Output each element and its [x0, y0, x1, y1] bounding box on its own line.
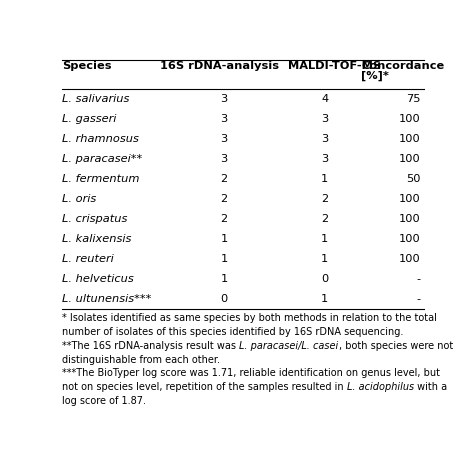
Text: 3: 3	[220, 154, 228, 164]
Text: 50: 50	[406, 174, 420, 184]
Text: 0: 0	[321, 274, 328, 284]
Text: 100: 100	[399, 154, 420, 164]
Text: L. paracasei**: L. paracasei**	[63, 154, 143, 164]
Text: 100: 100	[399, 134, 420, 144]
Text: 3: 3	[321, 134, 328, 144]
Text: 100: 100	[399, 114, 420, 124]
Text: 3: 3	[220, 94, 228, 104]
Text: **The 16S rDNA-analysis result was: **The 16S rDNA-analysis result was	[63, 341, 239, 351]
Text: 2: 2	[220, 214, 228, 224]
Text: L. ultunensis***: L. ultunensis***	[63, 294, 152, 304]
Text: L. acidophilus: L. acidophilus	[347, 382, 414, 392]
Text: Concordance: Concordance	[362, 61, 445, 71]
Text: , both species were not: , both species were not	[339, 341, 453, 351]
Text: L. salivarius: L. salivarius	[63, 94, 130, 104]
Text: 3: 3	[321, 114, 328, 124]
Text: 2: 2	[321, 214, 328, 224]
Text: 1: 1	[220, 254, 228, 264]
Text: 75: 75	[406, 94, 420, 104]
Text: distinguishable from each other.: distinguishable from each other.	[63, 354, 220, 365]
Text: MALDI-TOF-MS: MALDI-TOF-MS	[288, 61, 381, 71]
Text: L. rhamnosus: L. rhamnosus	[63, 134, 139, 144]
Text: L. oris: L. oris	[63, 194, 97, 204]
Text: 2: 2	[220, 174, 228, 184]
Text: 3: 3	[220, 114, 228, 124]
Text: 2: 2	[321, 194, 328, 204]
Text: log score of 1.87.: log score of 1.87.	[63, 396, 146, 406]
Text: -: -	[416, 294, 420, 304]
Text: 1: 1	[321, 174, 328, 184]
Text: [%]*: [%]*	[362, 70, 389, 81]
Text: 100: 100	[399, 254, 420, 264]
Text: L. gasseri: L. gasseri	[63, 114, 117, 124]
Text: 1: 1	[220, 234, 228, 244]
Text: 1: 1	[321, 234, 328, 244]
Text: * Isolates identified as same species by both methods in relation to the total: * Isolates identified as same species by…	[63, 313, 437, 323]
Text: 1: 1	[321, 294, 328, 304]
Text: L. crispatus: L. crispatus	[63, 214, 128, 224]
Text: 3: 3	[321, 154, 328, 164]
Text: L. reuteri: L. reuteri	[63, 254, 114, 264]
Text: ***The BioTyper log score was 1.71, reliable identification on genus level, but: ***The BioTyper log score was 1.71, reli…	[63, 369, 440, 379]
Text: 3: 3	[220, 134, 228, 144]
Text: L. kalixensis: L. kalixensis	[63, 234, 132, 244]
Text: 16S rDNA-analysis: 16S rDNA-analysis	[160, 61, 279, 71]
Text: 4: 4	[321, 94, 328, 104]
Text: 2: 2	[220, 194, 228, 204]
Text: number of isolates of this species identified by 16S rDNA sequencing.: number of isolates of this species ident…	[63, 327, 404, 337]
Text: 1: 1	[220, 274, 228, 284]
Text: Species: Species	[63, 61, 112, 71]
Text: 100: 100	[399, 194, 420, 204]
Text: not on species level, repetition of the samples resulted in: not on species level, repetition of the …	[63, 382, 347, 392]
Text: L. helveticus: L. helveticus	[63, 274, 134, 284]
Text: L. fermentum: L. fermentum	[63, 174, 140, 184]
Text: 100: 100	[399, 214, 420, 224]
Text: 1: 1	[321, 254, 328, 264]
Text: L. paracasei/L. casei: L. paracasei/L. casei	[239, 341, 339, 351]
Text: 100: 100	[399, 234, 420, 244]
Text: with a: with a	[414, 382, 447, 392]
Text: -: -	[416, 274, 420, 284]
Text: 0: 0	[220, 294, 228, 304]
